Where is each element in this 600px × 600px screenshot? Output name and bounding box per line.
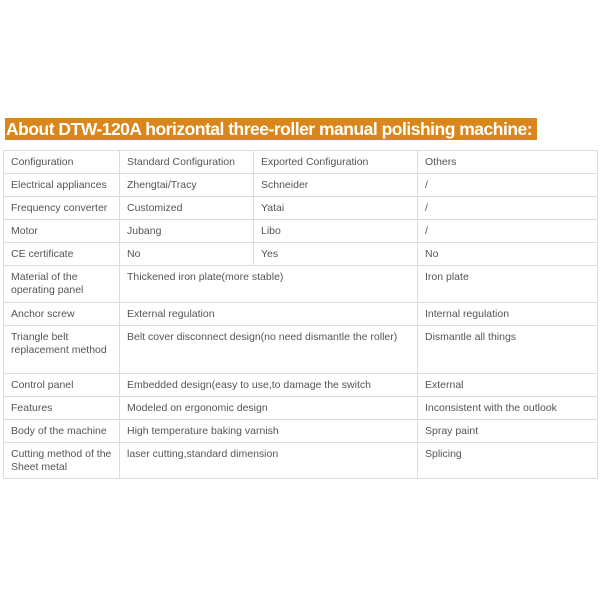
table-cell: / (417, 219, 598, 243)
table-cell: External (417, 373, 598, 397)
table-cell: Embedded design(easy to use,to damage th… (119, 373, 418, 397)
table-cell: laser cutting,standard dimension (119, 442, 418, 479)
table-row: Body of the machine High temperature baki… (3, 419, 598, 443)
table-cell: High temperature baking varnish (119, 419, 418, 443)
row-label-cell: Features (3, 396, 120, 420)
table-cell: / (417, 173, 598, 197)
table-cell: Standard Configuration (119, 150, 254, 174)
row-label-cell: Anchor screw (3, 302, 120, 326)
table-row: Features Modeled on ergonomic design Incon… (3, 396, 598, 420)
table-row: Control panel Embedded design(easy to use… (3, 373, 598, 397)
table-cell: Yes (253, 242, 418, 266)
section-title: About DTW-120A horizontal three-roller m… (5, 118, 537, 140)
table-cell: No (417, 242, 598, 266)
table-cell: Belt cover disconnect design(no need dis… (119, 325, 418, 374)
table-cell: Iron plate (417, 265, 598, 303)
table-row: Anchor screw External regulation Internal … (3, 302, 598, 326)
table-cell: Customized (119, 196, 254, 220)
table-cell: Internal regulation (417, 302, 598, 326)
configuration-table: Configuration Standard Configuration Expor… (3, 150, 598, 479)
table-header-row: Configuration Standard Configuration Expor… (3, 150, 598, 174)
row-label-cell: Body of the machine (3, 419, 120, 443)
row-label-cell: Triangle belt replacement method (3, 325, 120, 374)
table-cell: Others (417, 150, 598, 174)
table-cell: Exported Configuration (253, 150, 418, 174)
table-row: Electrical appliances Zhengtai/Tracy Schne… (3, 173, 598, 197)
row-label-cell: CE certificate (3, 242, 120, 266)
table-cell: Jubang (119, 219, 254, 243)
table-row: Triangle belt replacement method Belt cov… (3, 325, 598, 374)
table-cell: Schneider (253, 173, 418, 197)
table-cell: Inconsistent with the outlook (417, 396, 598, 420)
table-row: CE certificate No Yes No (3, 242, 598, 266)
row-label-cell: Frequency converter (3, 196, 120, 220)
row-label-cell: Control panel (3, 373, 120, 397)
table-cell: No (119, 242, 254, 266)
table-cell: / (417, 196, 598, 220)
table-cell: Modeled on ergonomic design (119, 396, 418, 420)
row-label-cell: Configuration (3, 150, 120, 174)
table-cell: Spray paint (417, 419, 598, 443)
table-row: Motor Jubang Libo / (3, 219, 598, 243)
table-cell: External regulation (119, 302, 418, 326)
row-label-cell: Cutting method of the Sheet metal (3, 442, 120, 479)
table-cell: Thickened iron plate(more stable) (119, 265, 418, 303)
table-row: Frequency converter Customized Yatai / (3, 196, 598, 220)
table-cell: Dismantle all things (417, 325, 598, 374)
row-label-cell: Material of the operating panel (3, 265, 120, 303)
table-cell: Yatai (253, 196, 418, 220)
row-label-cell: Electrical appliances (3, 173, 120, 197)
table-cell: Libo (253, 219, 418, 243)
table-row: Cutting method of the Sheet metal laser c… (3, 442, 598, 479)
table-cell: Splicing (417, 442, 598, 479)
row-label-cell: Motor (3, 219, 120, 243)
table-row: Material of the operating panel Thickened… (3, 265, 598, 303)
table-cell: Zhengtai/Tracy (119, 173, 254, 197)
